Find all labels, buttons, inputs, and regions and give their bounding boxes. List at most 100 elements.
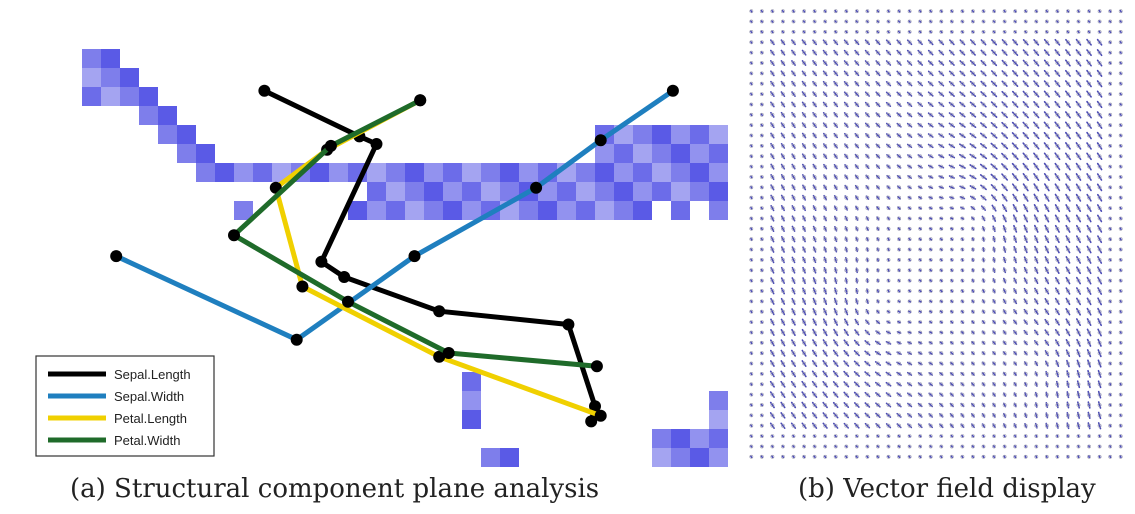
vector-arrow xyxy=(1043,173,1050,181)
vector-node xyxy=(1055,340,1060,345)
vector-arrow xyxy=(866,247,869,252)
plane-cell xyxy=(500,448,519,467)
vector-arrow xyxy=(1064,152,1071,161)
vector-node xyxy=(1076,154,1081,159)
vector-arrow xyxy=(1011,162,1019,171)
vector-node xyxy=(749,61,754,65)
vector-arrow xyxy=(1065,38,1071,46)
vector-node xyxy=(897,454,902,459)
vector-arrow xyxy=(971,413,975,418)
vector-node xyxy=(749,278,754,283)
vector-node xyxy=(865,226,870,231)
vector-node xyxy=(1108,403,1113,407)
vector-node xyxy=(907,133,912,138)
vector-node xyxy=(1002,444,1007,449)
vector-arrow xyxy=(1075,183,1082,192)
vector-arrow xyxy=(990,111,998,118)
vector-arrow xyxy=(855,246,859,253)
vector-node xyxy=(823,29,828,34)
vector-arrow xyxy=(750,72,753,75)
vector-arrow xyxy=(1011,183,1019,192)
vector-node xyxy=(1044,382,1049,387)
vector-node xyxy=(1023,29,1028,34)
vector-arrow xyxy=(875,319,881,325)
vector-arrow xyxy=(855,257,858,263)
vector-node xyxy=(1044,299,1049,304)
vector-arrow xyxy=(1108,165,1112,168)
vector-node xyxy=(791,278,796,283)
vector-node xyxy=(770,330,775,335)
vector-node xyxy=(749,413,754,418)
vector-arrow xyxy=(992,9,996,13)
vector-arrow xyxy=(1119,227,1122,231)
vector-arrow xyxy=(982,236,985,242)
vector-node xyxy=(865,123,870,128)
vector-arrow xyxy=(875,174,880,180)
series-line xyxy=(115,88,675,343)
vector-node xyxy=(749,247,754,252)
vector-node xyxy=(1087,123,1092,128)
vector-node xyxy=(949,50,954,55)
vector-arrow xyxy=(982,20,985,23)
vector-arrow xyxy=(1096,152,1103,160)
vector-node xyxy=(939,195,944,200)
plane-cell xyxy=(690,429,709,448)
vector-node xyxy=(992,102,997,107)
vector-arrow xyxy=(949,39,955,46)
vector-node xyxy=(875,175,880,179)
vector-node xyxy=(812,9,817,14)
vector-arrow xyxy=(990,173,998,181)
vector-arrow xyxy=(1065,245,1071,254)
vector-arrow xyxy=(990,142,998,150)
vector-node xyxy=(992,320,997,325)
vector-arrow xyxy=(790,422,797,429)
vector-node xyxy=(781,81,785,86)
component-plane-chart: Sepal.LengthSepal.WidthPetal.LengthPetal… xyxy=(35,49,728,467)
vector-node xyxy=(897,29,902,34)
vector-node xyxy=(928,278,933,283)
vector-node xyxy=(970,81,975,86)
vector-node xyxy=(1002,454,1007,459)
vector-arrow xyxy=(971,247,974,252)
vector-node xyxy=(854,423,859,428)
vector-arrow xyxy=(1075,287,1082,295)
vector-node xyxy=(960,268,965,273)
vector-arrow xyxy=(1086,318,1092,327)
vector-arrow xyxy=(918,310,922,314)
vector-node xyxy=(1065,112,1070,117)
vector-arrow xyxy=(971,257,974,262)
vector-arrow xyxy=(760,20,764,23)
vector-node xyxy=(1023,19,1028,24)
vector-node xyxy=(865,330,870,335)
vector-node xyxy=(759,278,764,283)
vector-node xyxy=(1023,216,1028,221)
vector-arrow xyxy=(950,30,953,34)
vector-node xyxy=(1118,9,1123,14)
vector-node xyxy=(1118,423,1123,428)
vector-arrow xyxy=(1056,30,1059,34)
vector-arrow xyxy=(853,350,860,357)
vector-node xyxy=(1044,371,1049,376)
vector-node xyxy=(907,361,912,366)
vector-node xyxy=(1087,268,1092,273)
vector-arrow xyxy=(1096,142,1103,150)
vector-node xyxy=(791,309,796,314)
vector-node xyxy=(1034,133,1039,138)
vector-node xyxy=(907,195,912,200)
vector-arrow xyxy=(887,455,890,459)
vector-arrow xyxy=(919,434,922,438)
vector-node xyxy=(1087,278,1092,283)
plane-cell xyxy=(253,163,272,182)
vector-node xyxy=(1034,361,1039,366)
vector-arrow xyxy=(982,257,985,263)
vector-node xyxy=(928,92,933,97)
vector-node xyxy=(992,299,997,304)
vector-arrow xyxy=(780,380,786,388)
plane-cell xyxy=(709,391,728,410)
vector-arrow xyxy=(1096,193,1103,202)
vector-node xyxy=(1065,50,1070,55)
vector-arrow xyxy=(791,277,796,285)
vector-node xyxy=(981,175,986,179)
vector-node xyxy=(886,237,891,242)
vector-node xyxy=(960,175,965,179)
